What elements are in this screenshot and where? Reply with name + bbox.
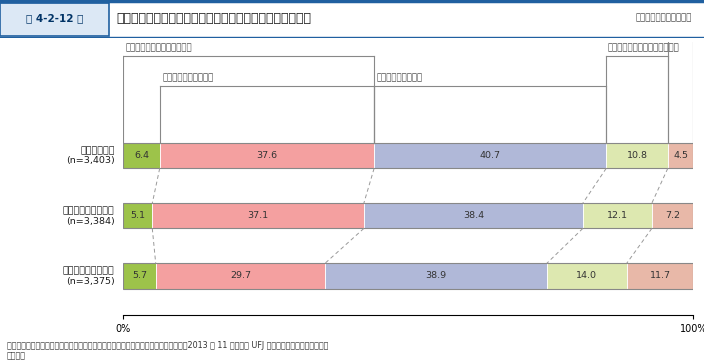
Text: とてもタイムリーに得られる: とてもタイムリーに得られる	[126, 43, 193, 52]
Bar	[0, 3, 109, 36]
Text: 12.1: 12.1	[607, 211, 628, 220]
Bar	[160, 143, 374, 168]
Text: 国の施策情報
(n=3,403): 国の施策情報 (n=3,403)	[66, 146, 115, 165]
Bar	[668, 143, 693, 168]
Bar	[652, 203, 693, 228]
Text: タイムリーに得られない: タイムリーに得られない	[635, 13, 692, 22]
Text: どちらとも言えない: どちらとも言えない	[377, 73, 423, 83]
Bar	[123, 263, 156, 289]
Bar	[374, 143, 606, 168]
Text: 4.5: 4.5	[673, 151, 688, 160]
Bar	[123, 263, 693, 289]
Text: タイムリーに得られる: タイムリーに得られる	[163, 73, 214, 83]
Text: あまりタイムリーに得られない: あまりタイムリーに得られない	[608, 43, 679, 52]
Text: 7.2: 7.2	[665, 211, 680, 220]
Text: 資料：中小企業庁委託「中小企業支援機関の連携状況と施策認知度に関する調査」（2013 年 11 月、三菱 UFJ リサーチ＆コンサルティング
（株））: 資料：中小企業庁委託「中小企業支援機関の連携状況と施策認知度に関する調査」（20…	[7, 341, 328, 360]
Text: 10.8: 10.8	[627, 151, 648, 160]
Text: 6.4: 6.4	[134, 151, 149, 160]
Text: 都道府県の施策情報
(n=3,384): 都道府県の施策情報 (n=3,384)	[63, 206, 115, 226]
Text: 37.1: 37.1	[248, 211, 269, 220]
Text: 38.9: 38.9	[425, 272, 446, 281]
Bar	[152, 203, 364, 228]
Bar	[123, 143, 160, 168]
Bar	[547, 263, 627, 289]
Text: 市区町村の施策情報
(n=3,375): 市区町村の施策情報 (n=3,375)	[63, 266, 115, 286]
Bar	[325, 263, 547, 289]
Text: 第 4-2-12 図: 第 4-2-12 図	[25, 13, 83, 23]
Bar	[123, 203, 152, 228]
Text: 5.7: 5.7	[132, 272, 147, 281]
Bar	[627, 263, 693, 289]
Bar	[123, 203, 693, 228]
Text: 11.7: 11.7	[650, 272, 671, 281]
Text: 40.7: 40.7	[479, 151, 501, 160]
Text: 14.0: 14.0	[577, 272, 597, 281]
Text: 37.6: 37.6	[256, 151, 277, 160]
Bar	[364, 203, 583, 228]
Bar	[606, 143, 668, 168]
Bar	[123, 143, 693, 168]
Text: 29.7: 29.7	[230, 272, 251, 281]
Bar	[156, 263, 325, 289]
Bar	[583, 203, 652, 228]
Text: 38.4: 38.4	[463, 211, 484, 220]
Text: 中小企業・小規模事業者施策の情報を得られるタイミング: 中小企業・小規模事業者施策の情報を得られるタイミング	[116, 12, 311, 25]
Text: 5.1: 5.1	[130, 211, 145, 220]
